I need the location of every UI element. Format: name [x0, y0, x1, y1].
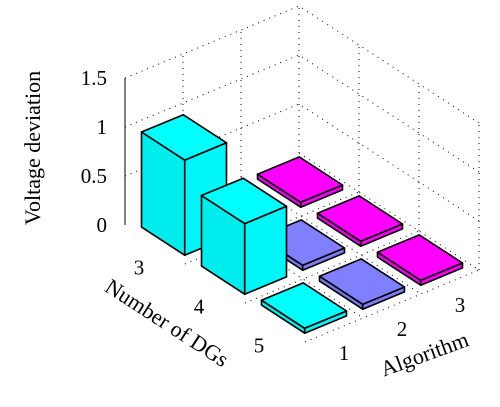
x-axis-title: Number of DGs [101, 274, 234, 372]
bar-dg4-alg3 [316, 195, 404, 247]
z-tick-label-3: 1.5 [81, 66, 107, 90]
bar-top-face [318, 258, 406, 306]
bar-top-face [316, 195, 404, 243]
bar-dg5-alg2 [318, 258, 406, 311]
bar-dg5-alg3 [376, 234, 464, 287]
grid-line-floor-x-3 [304, 269, 480, 343]
bar-top-face [200, 177, 288, 225]
x-tick-label-0: 3 [134, 256, 145, 280]
y-tick-label-1: 2 [397, 317, 408, 341]
bar-top-face [256, 156, 344, 204]
y-tick-label-0: 1 [339, 341, 350, 365]
bar-top-face [140, 114, 228, 161]
grid-line-floor-x-2 [244, 230, 420, 304]
z-tick-label-2: 1 [97, 115, 108, 139]
bar-top-face [260, 282, 348, 330]
y-tick-label-2: 3 [455, 293, 466, 317]
z-tick-label-0: 0 [97, 213, 108, 237]
grid-line-floor-x-1 [184, 191, 360, 265]
z-tick-label-1: 0.5 [81, 164, 107, 188]
z-axis-title: Voltage deviation [20, 71, 45, 225]
bar-top-face [376, 234, 464, 282]
bar-dg3-alg3 [256, 156, 344, 208]
grid-line-z-3 [124, 5, 480, 124]
bar-dg5-alg1 [260, 282, 348, 335]
y-axis-title: Algorithm [377, 327, 472, 382]
bar-dg4-alg1 [200, 177, 288, 296]
bars [140, 114, 464, 335]
bar-dg3-alg1 [140, 114, 228, 256]
x-tick-label-1: 4 [194, 295, 205, 319]
x-tick-label-2: 5 [254, 334, 265, 358]
